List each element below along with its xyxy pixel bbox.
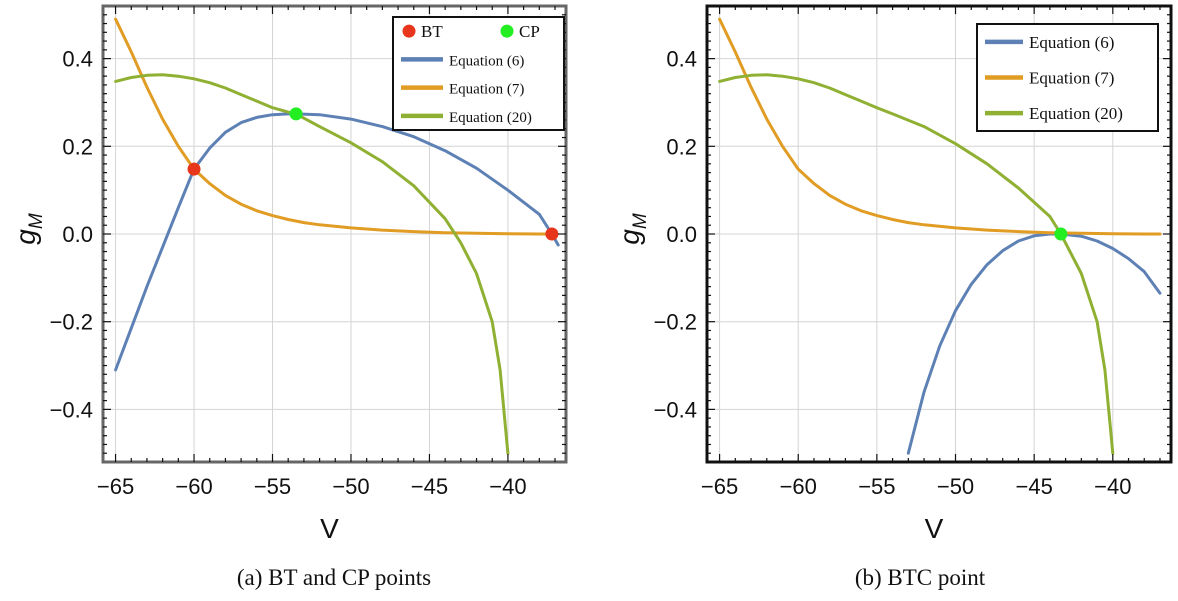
x-tick-label: −65 xyxy=(701,474,738,499)
legend-label-eq20: Equation (20) xyxy=(449,110,532,126)
y-tick-label: 0.2 xyxy=(666,134,697,159)
y-tick-label: −0.2 xyxy=(654,310,697,335)
curve-eq6 xyxy=(906,232,1162,455)
x-tick-label: −40 xyxy=(1094,474,1131,499)
x-tick-label: −60 xyxy=(780,474,817,499)
point-bt xyxy=(545,227,559,241)
x-tick-label: −50 xyxy=(332,474,369,499)
x-axis-label: V xyxy=(320,513,339,544)
y-tick-label: 0.0 xyxy=(62,222,93,247)
legend-marker-cp xyxy=(500,24,514,38)
y-tick-label: −0.2 xyxy=(50,310,93,335)
legend-label-eq20: Equation (20) xyxy=(1029,104,1123,123)
y-tick-label: 0.2 xyxy=(62,134,93,159)
curve-eq20 xyxy=(114,73,510,455)
panel-a: −65 −60 −55 −50 −45 −40 −0.4 −0.2 0.0 0.2 0.4 VgM BT… xyxy=(10,4,568,544)
x-tick-label: −40 xyxy=(489,474,526,499)
point-btc xyxy=(1054,227,1068,241)
legend: Equation (6) Equation (7) Equation (20) xyxy=(976,23,1159,132)
x-tick-label: −65 xyxy=(97,474,134,499)
legend-label-eq6: Equation (6) xyxy=(1029,33,1114,52)
y-tick-label: 0.4 xyxy=(666,47,697,72)
x-tick-label: −50 xyxy=(937,474,974,499)
x-tick-label: −45 xyxy=(411,474,448,499)
y-axis-label: gM xyxy=(614,213,651,245)
x-axis-label: V xyxy=(925,513,944,544)
x-tick-label: −60 xyxy=(175,474,212,499)
x-tick-label: −45 xyxy=(1015,474,1052,499)
legend-label-eq7: Equation (7) xyxy=(449,82,524,98)
point-cp xyxy=(289,107,303,121)
legend: BT CP Equation (6) Equation (7) Equation (20… xyxy=(392,16,565,131)
legend-label-cp: CP xyxy=(519,22,540,41)
caption-b: (b) BTC point xyxy=(854,565,986,590)
caption-a: (a) BT and CP points xyxy=(236,565,432,590)
legend-label-eq6: Equation (6) xyxy=(449,53,524,69)
legend-box xyxy=(392,16,565,131)
panel-b: −65 −60 −55 −50 −45 −40 −0.4 −0.2 0.0 0.2 0.4 VgM Eq… xyxy=(614,4,1173,544)
curve-eq20 xyxy=(718,73,1115,455)
point-bt xyxy=(187,162,201,176)
x-tick-label: −55 xyxy=(254,474,291,499)
curve-eq7 xyxy=(114,17,554,236)
y-tick-label: −0.4 xyxy=(654,397,697,422)
y-tick-label: 0.0 xyxy=(666,222,697,247)
legend-marker-bt xyxy=(402,24,416,38)
legend-label-eq7: Equation (7) xyxy=(1029,69,1114,88)
y-axis-label: gM xyxy=(10,213,47,245)
x-tick-label: −55 xyxy=(858,474,895,499)
legend-label-bt: BT xyxy=(421,22,443,41)
y-tick-label: −0.4 xyxy=(50,397,93,422)
y-tick-label: 0.4 xyxy=(62,47,93,72)
